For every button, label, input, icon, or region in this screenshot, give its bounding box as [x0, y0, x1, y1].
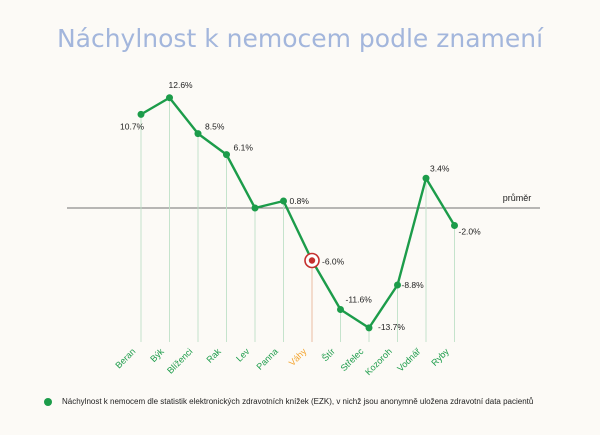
x-tick-label: Kozoroh — [363, 346, 394, 377]
data-point — [337, 306, 344, 313]
x-tick-label: Rak — [205, 346, 224, 365]
x-tick-label: Býk — [148, 346, 166, 364]
data-label: -2.0% — [459, 227, 482, 237]
data-label: 10.7% — [120, 121, 145, 131]
data-point — [166, 94, 173, 102]
data-point — [194, 130, 202, 138]
series-line — [140, 96, 456, 330]
data-label: 6.1% — [234, 143, 254, 153]
x-tick-label: Střelec — [339, 346, 366, 373]
data-point — [394, 281, 401, 289]
data-label: 3.4% — [430, 163, 450, 173]
data-label: -6.0% — [322, 257, 345, 267]
x-tick-label: Ryby — [429, 346, 451, 368]
x-tick-label: Váhy — [287, 346, 309, 368]
data-point — [280, 197, 287, 205]
x-tick-label: Blíženci — [165, 346, 194, 375]
data-point — [451, 222, 458, 229]
data-point — [365, 324, 373, 332]
data-label: -13.7% — [378, 322, 405, 332]
data-point — [137, 110, 145, 118]
reference-label: průměr — [503, 193, 532, 203]
legend: Náchylnost k nemocem dle statistik elekt… — [44, 397, 533, 406]
x-tick-label: Beran — [113, 346, 137, 370]
x-tick-label: Lev — [234, 346, 252, 364]
data-label: -8.8% — [402, 280, 425, 290]
x-tick-label: Štír — [320, 346, 337, 363]
data-point — [422, 174, 430, 182]
highlight-point — [308, 257, 316, 264]
data-label: 8.5% — [205, 122, 225, 132]
data-point — [251, 204, 259, 212]
data-label: -11.6% — [346, 295, 373, 305]
data-point — [223, 151, 230, 159]
legend-label: Náchylnost k nemocem dle statistik elekt… — [62, 397, 534, 406]
chart-title: Náchylnost k nemocem podle znamení — [56, 24, 544, 53]
x-tick-label: Vodnář — [395, 346, 423, 374]
data-label: 0.8% — [290, 196, 310, 206]
x-tick-label: Panna — [254, 346, 279, 371]
legend-marker — [44, 397, 52, 406]
data-label: 12.6% — [169, 80, 194, 90]
